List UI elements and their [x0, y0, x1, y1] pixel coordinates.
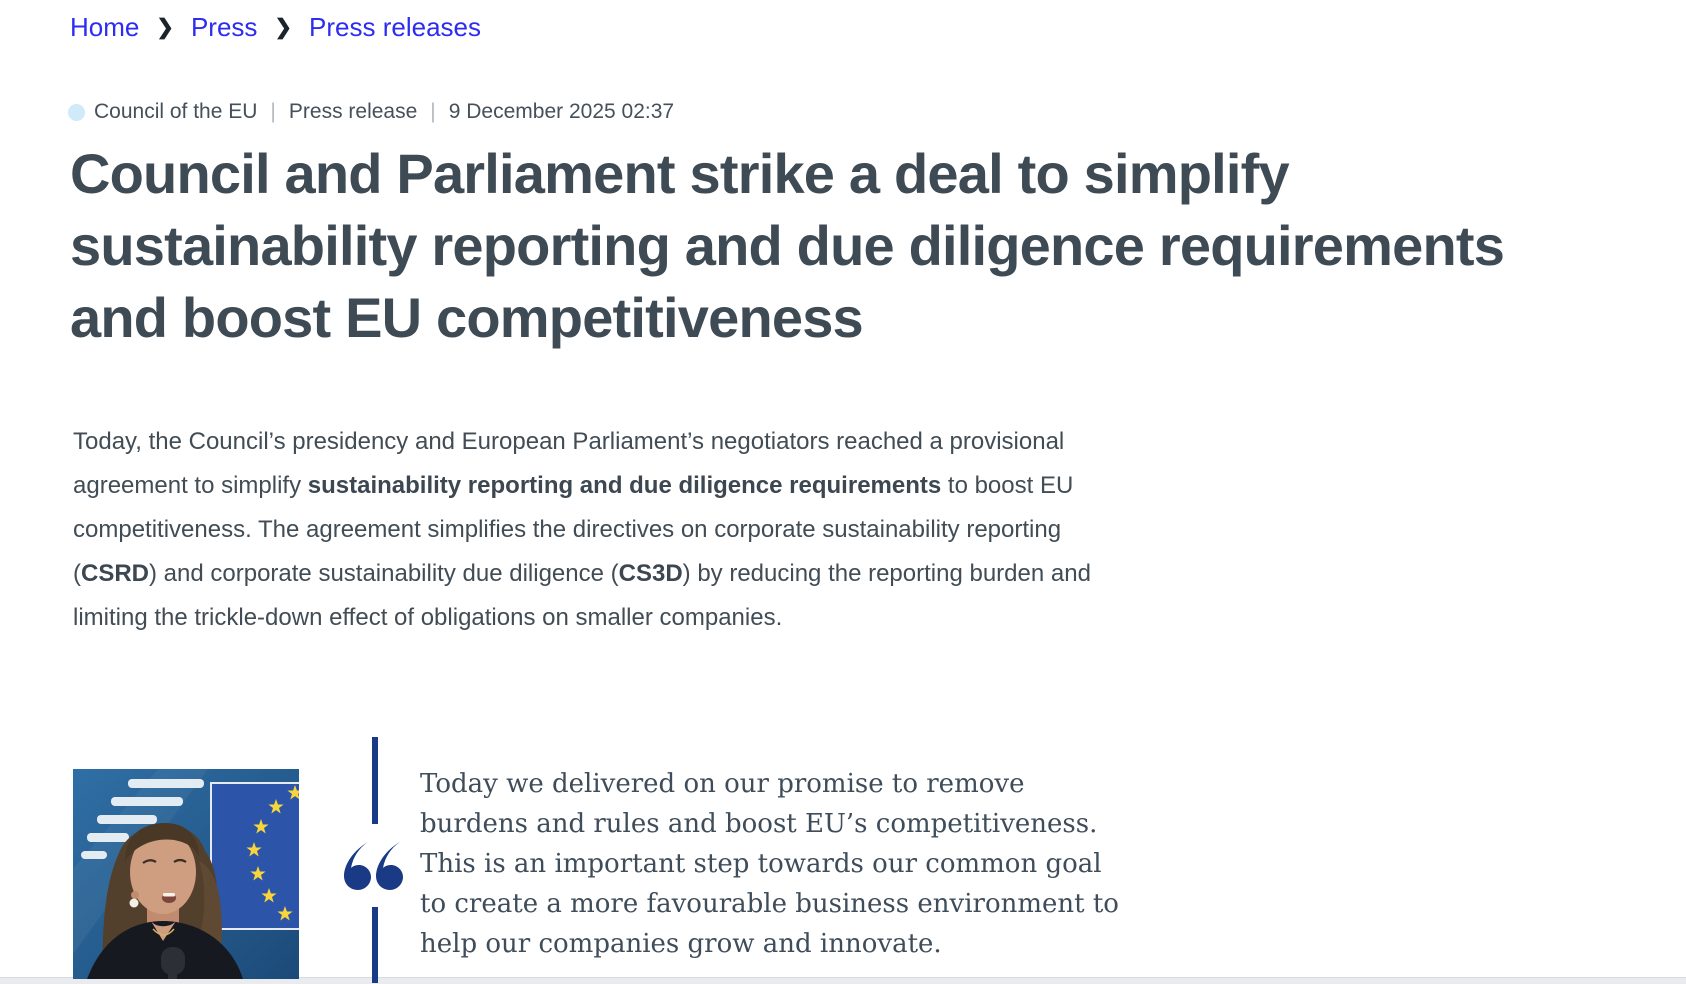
meta-divider: | — [430, 100, 436, 123]
meta-bar: Council of the EU | Press release | 9 De… — [68, 100, 674, 124]
breadcrumb-separator-icon: ❯ — [156, 16, 174, 39]
meta-divider: | — [270, 100, 276, 123]
quote-line: Today we delivered on our promise to rem… — [420, 769, 1025, 799]
intro-run: to boost EU competitiveness. The agreeme… — [73, 472, 1074, 587]
quote-line: help our companies grow and innovate. — [420, 929, 942, 959]
quote-rule-top — [372, 737, 378, 824]
intro-run-bold: sustainability reporting and due diligen… — [307, 472, 942, 499]
category-label: Press release — [288, 100, 418, 123]
intro-run: Today, the Council’s presidency and Euro… — [73, 428, 1065, 499]
breadcrumb: Home ❯ Press ❯ Press releases — [70, 12, 481, 42]
press-conference-photo-illustration — [73, 769, 299, 979]
quote-text: Today we delivered on our promise to rem… — [420, 764, 1119, 964]
intro-paragraph: Today, the Council’s presidency and Euro… — [73, 420, 1103, 640]
intro-run-bold: CS3D — [618, 560, 683, 587]
quote-rule-bottom — [372, 907, 378, 983]
bottom-section-edge — [0, 977, 1686, 984]
page-title: Council and Parliament strike a deal to … — [70, 138, 1505, 354]
quote-photo — [73, 769, 299, 979]
backdrop-logo-lines — [81, 779, 204, 859]
title-line: sustainability reporting and due diligen… — [70, 214, 1505, 277]
title-line: Council and Parliament strike a deal to … — [70, 142, 1290, 205]
microphone — [161, 947, 185, 979]
quote-line: burdens and rules and boost EU’s competi… — [420, 809, 1098, 839]
breadcrumb-item-press[interactable]: Press — [190, 12, 258, 42]
speaker-figure — [87, 823, 243, 979]
quote-line: to create a more favourable business env… — [420, 889, 1119, 919]
datetime-label: 9 December 2025 02:37 — [448, 100, 675, 123]
quote-line: This is an important step towards our co… — [420, 849, 1102, 879]
quote-mark-icon — [344, 842, 403, 890]
intro-run-bold: CSRD — [81, 560, 150, 587]
title-line: and boost EU competitiveness — [70, 286, 864, 349]
source-dot-icon — [68, 103, 85, 121]
source-label: Council of the EU — [94, 100, 258, 123]
intro-run: ) and corporate sustainability due dilig… — [149, 560, 619, 587]
quote-block: Today we delivered on our promise to rem… — [70, 737, 1170, 983]
breadcrumb-item-home[interactable]: Home — [70, 12, 140, 42]
breadcrumb-separator-icon: ❯ — [274, 16, 293, 39]
intro-run: ) by reducing the reporting burden and l… — [73, 560, 1091, 631]
breadcrumb-item-press-releases[interactable]: Press releases — [309, 12, 482, 42]
eu-flag — [210, 782, 299, 930]
